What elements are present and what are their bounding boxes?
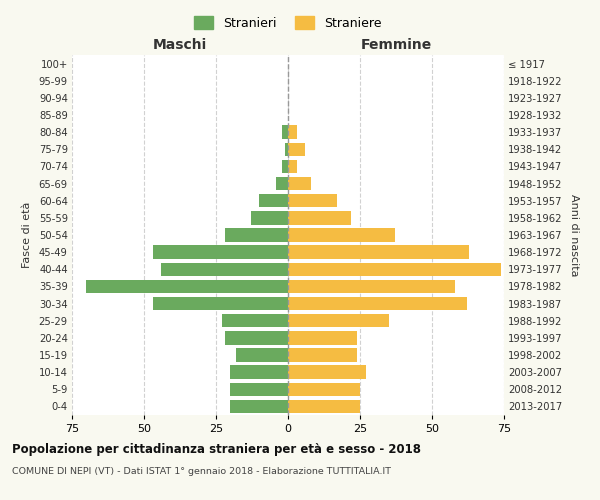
Bar xyxy=(288,228,395,241)
Text: Maschi: Maschi xyxy=(153,38,207,52)
Legend: Stranieri, Straniere: Stranieri, Straniere xyxy=(190,11,386,35)
Bar xyxy=(282,126,288,139)
Bar xyxy=(288,297,467,310)
Bar xyxy=(161,262,288,276)
Bar xyxy=(288,262,501,276)
Bar xyxy=(288,194,337,207)
Bar xyxy=(288,246,469,259)
Y-axis label: Anni di nascita: Anni di nascita xyxy=(569,194,580,276)
Bar xyxy=(288,126,296,139)
Bar xyxy=(288,400,360,413)
Bar xyxy=(230,400,288,413)
Y-axis label: Fasce di età: Fasce di età xyxy=(22,202,32,268)
Bar xyxy=(222,314,288,328)
Bar xyxy=(288,280,455,293)
Text: Popolazione per cittadinanza straniera per età e sesso - 2018: Popolazione per cittadinanza straniera p… xyxy=(12,442,421,456)
Bar xyxy=(251,211,288,224)
Bar xyxy=(152,246,288,259)
Bar xyxy=(285,142,288,156)
Bar xyxy=(288,331,357,344)
Text: Femmine: Femmine xyxy=(361,38,431,52)
Bar xyxy=(282,160,288,173)
Bar xyxy=(224,228,288,241)
Bar xyxy=(224,331,288,344)
Bar xyxy=(86,280,288,293)
Bar xyxy=(288,211,352,224)
Bar xyxy=(288,142,305,156)
Bar xyxy=(259,194,288,207)
Bar xyxy=(230,382,288,396)
Bar xyxy=(288,382,360,396)
Bar xyxy=(236,348,288,362)
Bar xyxy=(288,160,296,173)
Bar xyxy=(288,314,389,328)
Bar xyxy=(152,297,288,310)
Text: COMUNE DI NEPI (VT) - Dati ISTAT 1° gennaio 2018 - Elaborazione TUTTITALIA.IT: COMUNE DI NEPI (VT) - Dati ISTAT 1° genn… xyxy=(12,468,391,476)
Bar xyxy=(288,348,357,362)
Bar xyxy=(277,177,288,190)
Bar xyxy=(288,177,311,190)
Bar xyxy=(288,366,366,379)
Bar xyxy=(230,366,288,379)
